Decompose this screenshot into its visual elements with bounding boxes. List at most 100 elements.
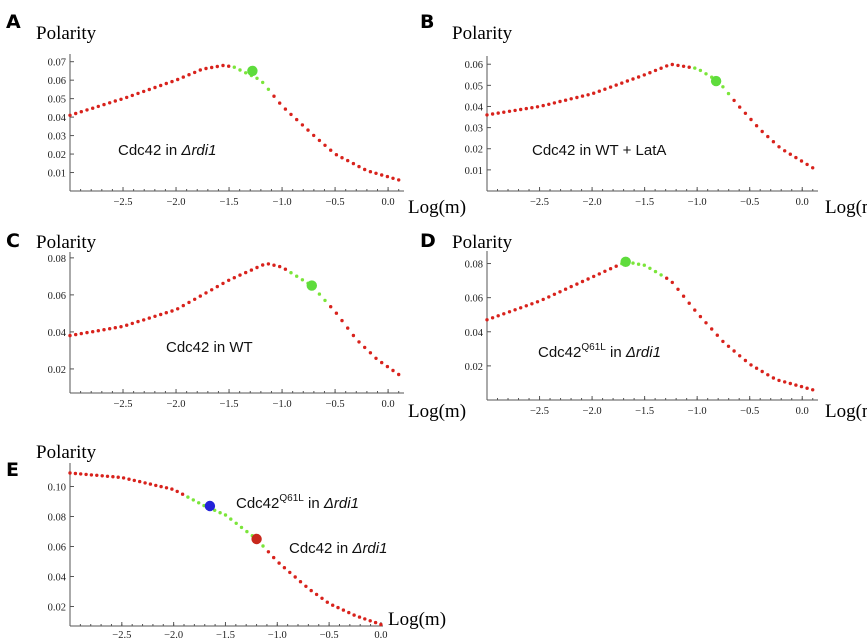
- curve-point: [336, 605, 340, 610]
- curve-point: [153, 85, 157, 90]
- curve-point: [215, 284, 219, 289]
- x-tick-label: −2.5: [113, 197, 132, 208]
- curve-point: [125, 95, 129, 100]
- curve-point: [659, 273, 663, 277]
- curve-point: [586, 277, 590, 281]
- curve-point: [175, 489, 179, 494]
- x-tick-label: −2.0: [583, 197, 602, 208]
- y-tick-label: 0.07: [48, 58, 66, 69]
- label-protein: Cdc42 in: [289, 540, 352, 557]
- y-tick-label: 0.05: [465, 81, 483, 92]
- curve-point: [608, 267, 613, 271]
- curve-point: [239, 525, 244, 530]
- curve-point: [558, 99, 562, 104]
- curve-point: [68, 471, 72, 475]
- curve-point: [317, 138, 322, 143]
- curve-point: [142, 318, 146, 322]
- curve-point: [341, 608, 346, 612]
- curve-point: [278, 264, 282, 269]
- y-tick-label: 0.02: [48, 150, 66, 161]
- curve-point: [766, 373, 770, 377]
- curve-point: [289, 271, 293, 275]
- curve-point: [198, 294, 202, 298]
- curve-point: [85, 330, 89, 335]
- curve-point: [496, 111, 500, 115]
- curve-point: [558, 290, 562, 294]
- curve-point: [91, 330, 95, 334]
- curve-point: [79, 472, 83, 476]
- x-tick-label: 0.0: [796, 197, 809, 208]
- curve-point: [670, 62, 674, 67]
- x-tick-label: 0.0: [796, 406, 809, 417]
- curve-point: [721, 85, 725, 89]
- x-tick-label: −1.0: [688, 197, 707, 208]
- curve-point: [614, 264, 618, 268]
- curve-point: [592, 274, 596, 279]
- curve-point: [74, 332, 78, 337]
- y-tick-label: 0.04: [48, 573, 67, 584]
- curve-point: [357, 340, 361, 344]
- curve-point: [743, 358, 748, 363]
- curve-point: [391, 368, 395, 373]
- curve-point: [710, 327, 714, 331]
- curve-point: [799, 159, 804, 163]
- y-tick-label: 0.04: [465, 102, 484, 113]
- curve-point: [180, 492, 185, 496]
- curve-point: [79, 331, 84, 336]
- curve-point: [631, 261, 635, 265]
- curve-point: [215, 64, 219, 69]
- curve-point: [295, 117, 299, 122]
- curve-point: [159, 312, 163, 317]
- curve-point: [100, 474, 104, 478]
- y-tick-label: 0.06: [465, 60, 483, 71]
- y-tick-label: 0.06: [48, 543, 66, 554]
- curve-point: [580, 279, 585, 284]
- y-tick-label: 0.10: [48, 483, 66, 494]
- curve-point: [68, 113, 72, 118]
- curve-point: [771, 140, 776, 144]
- curve-point: [665, 64, 669, 68]
- curve-point: [340, 318, 344, 323]
- highlight-marker-1: [204, 500, 216, 512]
- curve-point: [130, 93, 134, 98]
- y-tick-label: 0.08: [48, 254, 66, 265]
- curve-point: [159, 83, 163, 88]
- label-strain: Δrdi1: [351, 540, 387, 557]
- curve-point: [811, 388, 815, 392]
- highlight-marker: [620, 256, 631, 267]
- panel-a: A Polarity Log(m) −2.5 −2.0 −1.5 −1.0 −0.5 0.0 0.…: [6, 11, 466, 218]
- label-protein: Cdc42 in: [118, 142, 181, 159]
- curve-point: [96, 329, 101, 333]
- highlight-marker: [710, 75, 722, 87]
- curve-point: [164, 311, 168, 315]
- curve-point: [693, 308, 697, 312]
- curve-point: [136, 319, 140, 324]
- curve-point: [304, 584, 308, 588]
- curve-point: [340, 156, 344, 160]
- curve-point: [293, 575, 297, 579]
- curve-point: [245, 529, 249, 534]
- x-tick-label: −1.5: [220, 399, 239, 410]
- y-tick-label: 0.01: [48, 169, 66, 180]
- x-tick-label: 0.0: [382, 399, 395, 410]
- curve-point: [84, 472, 88, 477]
- curve-point: [147, 87, 151, 92]
- y-tick-label: 0.08: [465, 260, 483, 271]
- curve-point: [513, 108, 517, 113]
- curve-point: [659, 66, 663, 70]
- y-tick-label: 0.02: [48, 365, 66, 376]
- curve-point: [249, 268, 254, 272]
- panel-d: D Polarity Log(m) −2.5 −2.0 −1.5 −1.0 −0.5 0.0 0.…: [420, 230, 867, 422]
- curve-point: [490, 316, 495, 320]
- curve-point: [85, 108, 89, 112]
- curve-point: [116, 475, 120, 479]
- panel-letter: A: [6, 11, 21, 33]
- curve-point: [317, 292, 322, 296]
- curve-point: [272, 263, 276, 267]
- curve-point: [625, 79, 630, 83]
- curve-point: [732, 98, 736, 103]
- y-axis-label: Polarity: [36, 442, 97, 463]
- y-tick-label: 0.08: [48, 513, 66, 524]
- curve-point: [113, 326, 118, 330]
